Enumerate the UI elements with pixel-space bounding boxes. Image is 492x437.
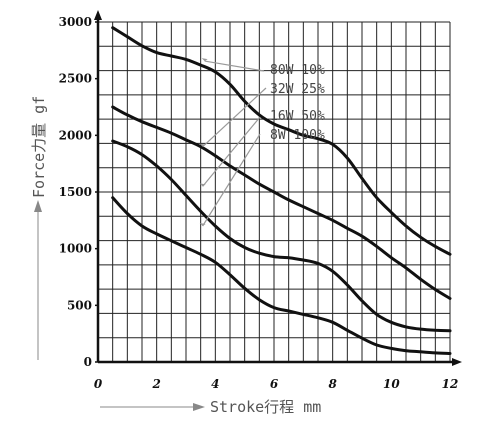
x-tick-label: 0 [94,377,103,391]
annotation-label: 8W 100% [270,128,325,143]
x-tick-label: 2 [151,377,160,391]
annotation-leader-arrow [199,183,206,187]
x-tick-label: 6 [270,377,279,391]
y-tick-label: 1000 [59,242,92,256]
x-label-arrow-head [193,403,205,411]
y-tick-label: 2000 [59,128,92,142]
y-axis-label: Force力量 gf [30,96,48,198]
series-line [111,139,452,333]
x-axis-arrow [452,358,462,366]
y-tick-label: 500 [67,298,92,312]
x-axis-label: Stroke行程 mm [210,398,321,416]
annotation-label: 16W 50% [270,109,325,124]
series-line [111,196,452,355]
y-axis-label-group: Force力量 gf [30,96,48,360]
annotation-leader-line [202,87,267,148]
y-tick-label: 3000 [59,15,92,29]
series-line [111,26,452,256]
annotation-leader-line [204,60,265,72]
annotation-leader-arrow [199,223,206,226]
annotation-label: 80W 10% [270,63,325,78]
series-curves [111,26,452,355]
y-tick-label: 0 [84,355,92,369]
annotation-leader-line [202,133,261,227]
chart-axes [94,10,462,366]
x-tick-label: 8 [328,377,337,391]
x-tick-label: 10 [383,377,400,391]
tick-labels: 0 500 1000 1500 2000 2500 3000 0 2 4 6 8 10 12 [59,15,459,391]
x-axis-label-group: Stroke行程 mm [100,398,321,416]
x-tick-label: 4 [211,377,219,391]
y-axis-arrow [94,10,102,20]
y-tick-label: 1500 [59,185,92,199]
series-line [111,105,452,300]
annotation-label: 32W 25% [270,82,325,97]
series-annotations: 80W 10% 32W 25% 16W 50% 8W 100% [199,58,325,227]
y-tick-label: 2500 [59,72,92,86]
x-tick-label: 12 [442,377,459,391]
annotation-leader-arrow [201,58,208,62]
annotation-leader-arrow [199,143,206,147]
y-label-arrow-head [34,200,42,212]
annotation-leader-line [202,116,261,187]
